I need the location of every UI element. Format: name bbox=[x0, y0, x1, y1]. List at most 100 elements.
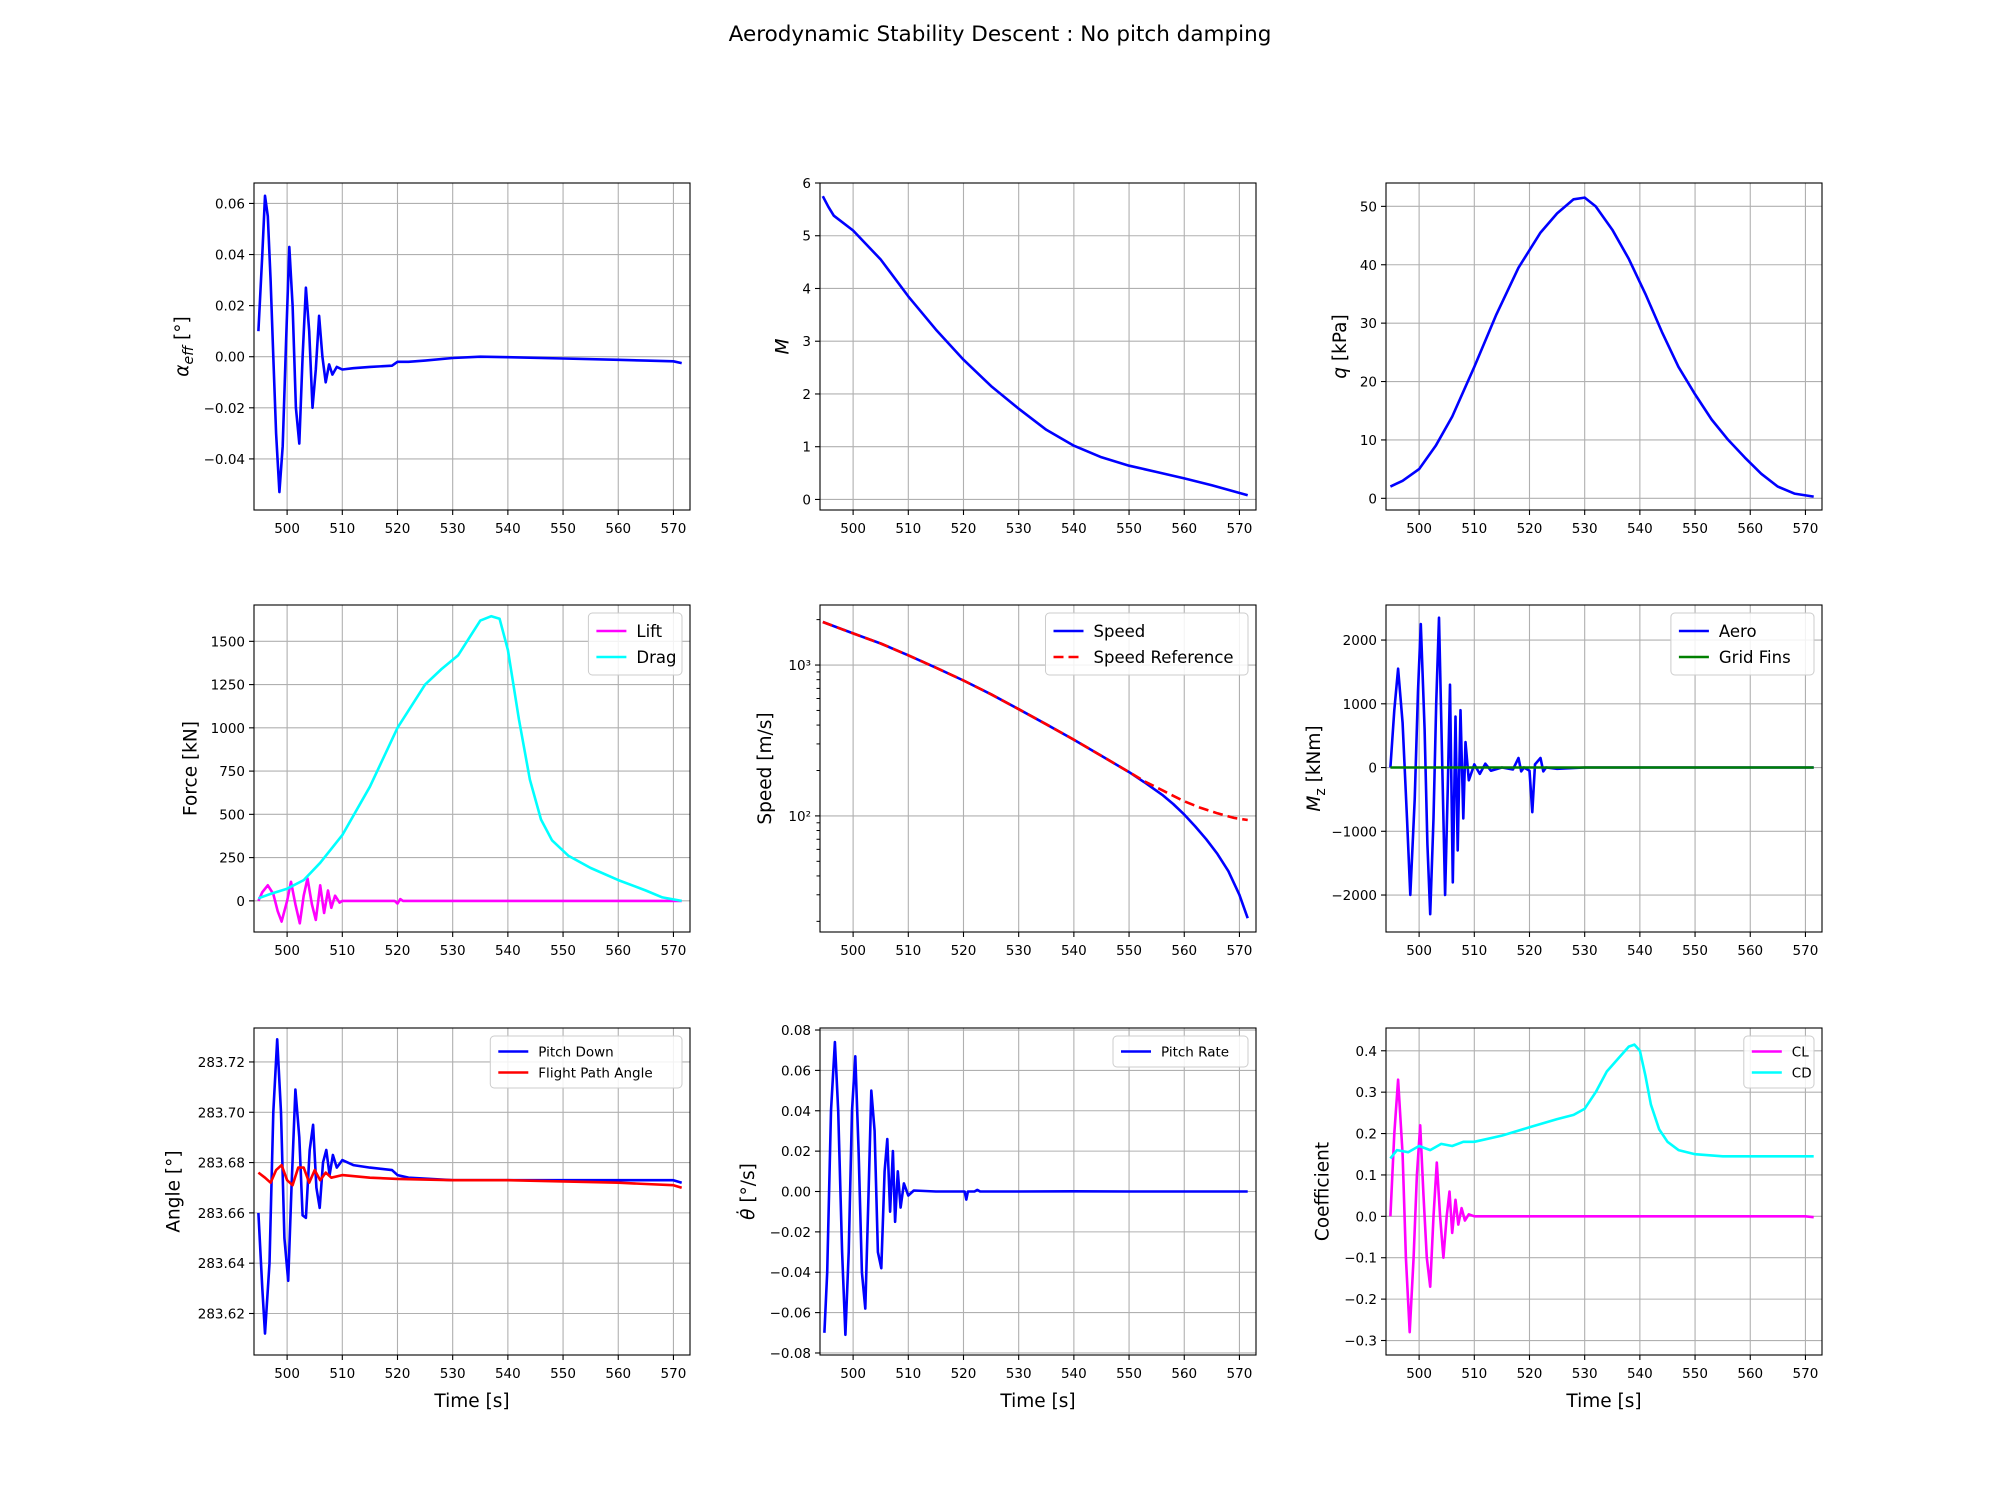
series-line-lift bbox=[257, 877, 682, 925]
axes-frame bbox=[1385, 182, 1823, 511]
x-tick-label: 530 bbox=[440, 1366, 466, 1382]
legend-box bbox=[587, 612, 683, 676]
y-tick-label: −0.1 bbox=[1344, 1251, 1377, 1267]
legend: Speed Speed Reference bbox=[1045, 612, 1249, 676]
subplot-1: 500 510 520 530 540 550 560 570 −0.04 −0.02 0.00 0.… bbox=[172, 182, 691, 537]
y-tick-label: 3 bbox=[802, 334, 811, 350]
subplot-7: 500 510 520 530 540 550 560 570 283.62 283.64 283.… bbox=[163, 1027, 691, 1412]
series-line-cd bbox=[1389, 1043, 1814, 1160]
figure-title: Aerodynamic Stability Descent : No pitch… bbox=[728, 22, 1272, 47]
x-tick-label: 520 bbox=[951, 943, 977, 959]
x-tick-label: 540 bbox=[1061, 1366, 1087, 1382]
y-tick-label: 4 bbox=[802, 281, 811, 297]
y-tick-label: −0.04 bbox=[770, 1265, 811, 1281]
x-tick-label: 500 bbox=[840, 943, 866, 959]
y-tick-label: 0.4 bbox=[1356, 1044, 1377, 1060]
y-tick-label: 1000 bbox=[1343, 697, 1377, 713]
x-tick-label: 550 bbox=[1682, 1366, 1708, 1382]
x-tick-label: 500 bbox=[840, 1366, 866, 1382]
y-tick-label: −2000 bbox=[1331, 888, 1377, 904]
y-tick-label: −0.02 bbox=[204, 401, 245, 417]
y-tick-label: 0.02 bbox=[781, 1144, 811, 1160]
legend-label: Speed Reference bbox=[1094, 648, 1234, 667]
x-tick-label: 530 bbox=[1572, 1366, 1598, 1382]
axes-frame bbox=[253, 604, 691, 933]
series-line-1 bbox=[1389, 196, 1814, 498]
y-axis-label: Speed [m/s] bbox=[755, 712, 776, 824]
legend: Lift Drag bbox=[587, 612, 683, 676]
series-line-drag bbox=[257, 614, 682, 903]
x-tick-label: 560 bbox=[605, 943, 631, 959]
subplot-9: 500 510 520 530 540 550 560 570 −0.3 −0.2 −0.1 0.0 0… bbox=[1313, 1027, 1823, 1412]
x-tick-label: 560 bbox=[1171, 943, 1197, 959]
y-tick-label: −0.08 bbox=[770, 1346, 811, 1362]
legend-label: CD bbox=[1792, 1065, 1812, 1081]
x-tick-label: 570 bbox=[1227, 1366, 1253, 1382]
subplot-3: 500 510 520 530 540 550 560 570 0 10 20 30 40 50 q [kP… bbox=[1330, 182, 1823, 537]
series-line-flight-path-angle bbox=[257, 1163, 683, 1189]
y-tick-label: 5 bbox=[802, 229, 811, 245]
y-axis-label: Force [kN] bbox=[181, 721, 202, 816]
legend: Pitch Down Flight Path Angle bbox=[489, 1035, 683, 1089]
x-tick-label: 560 bbox=[1737, 943, 1763, 959]
x-tick-label: 500 bbox=[274, 943, 300, 959]
x-tick-label: 520 bbox=[385, 1366, 411, 1382]
x-tick-label: 510 bbox=[1461, 521, 1487, 537]
y-tick-label: 0 bbox=[802, 492, 811, 508]
y-tick-label: 0.06 bbox=[781, 1063, 811, 1079]
x-tick-label: 550 bbox=[1116, 1366, 1142, 1382]
y-tick-label: 6 bbox=[802, 176, 811, 192]
series-line-aero bbox=[1389, 616, 1814, 916]
x-tick-label: 530 bbox=[1006, 943, 1032, 959]
y-tick-label: 283.68 bbox=[198, 1156, 245, 1172]
legend-label: Pitch Down bbox=[538, 1044, 613, 1060]
y-tick-label: 10² bbox=[788, 809, 811, 825]
y-axis-label: Angle [°] bbox=[163, 1150, 184, 1232]
axes-frame bbox=[819, 604, 1257, 933]
y-tick-label: 283.64 bbox=[198, 1256, 245, 1272]
y-tick-label: 0.02 bbox=[215, 299, 245, 315]
x-tick-label: 520 bbox=[385, 521, 411, 537]
y-tick-label: 0 bbox=[1368, 491, 1377, 507]
y-tick-label: 0.04 bbox=[781, 1104, 811, 1120]
y-axis-label: M bbox=[772, 338, 793, 354]
x-tick-label: 520 bbox=[1517, 943, 1543, 959]
legend-box bbox=[489, 1035, 683, 1089]
x-tick-label: 530 bbox=[440, 943, 466, 959]
legend-box bbox=[1112, 1035, 1249, 1068]
x-tick-label: 570 bbox=[661, 521, 687, 537]
y-tick-label: 0 bbox=[1368, 761, 1377, 777]
x-tick-label: 570 bbox=[1227, 943, 1253, 959]
y-tick-label: 0 bbox=[236, 894, 245, 910]
x-tick-label: 560 bbox=[1737, 521, 1763, 537]
y-tick-label: 283.72 bbox=[198, 1055, 245, 1071]
x-tick-label: 520 bbox=[385, 943, 411, 959]
x-tick-label: 510 bbox=[329, 521, 355, 537]
y-tick-label: 50 bbox=[1360, 199, 1377, 215]
x-tick-label: 510 bbox=[329, 943, 355, 959]
x-tick-label: 520 bbox=[1517, 1366, 1543, 1382]
legend-box bbox=[1045, 612, 1249, 676]
y-tick-label: 0.06 bbox=[215, 196, 245, 212]
x-tick-label: 550 bbox=[550, 1366, 576, 1382]
x-tick-label: 510 bbox=[895, 1366, 921, 1382]
legend-box bbox=[1743, 1035, 1815, 1089]
legend: CL CD bbox=[1743, 1035, 1815, 1089]
x-tick-label: 510 bbox=[895, 521, 921, 537]
y-tick-label: 1 bbox=[802, 440, 811, 456]
x-tick-label: 510 bbox=[329, 1366, 355, 1382]
y-tick-label: −1000 bbox=[1331, 824, 1377, 840]
x-tick-label: 540 bbox=[1627, 521, 1653, 537]
x-tick-label: 530 bbox=[1006, 521, 1032, 537]
series-line-pitch-rate bbox=[823, 1040, 1248, 1337]
subplot-2: 500 510 520 530 540 550 560 570 0 1 2 3 4 5 6 M bbox=[772, 176, 1257, 537]
y-tick-label: 0.00 bbox=[215, 350, 245, 366]
y-axis-label: Coefficient bbox=[1313, 1142, 1334, 1241]
y-tick-label: 0.1 bbox=[1356, 1168, 1377, 1184]
x-tick-label: 570 bbox=[661, 943, 687, 959]
x-axis-label: Time [s] bbox=[433, 1391, 509, 1412]
y-tick-label: −0.04 bbox=[204, 452, 245, 468]
legend: Pitch Rate bbox=[1112, 1035, 1249, 1068]
